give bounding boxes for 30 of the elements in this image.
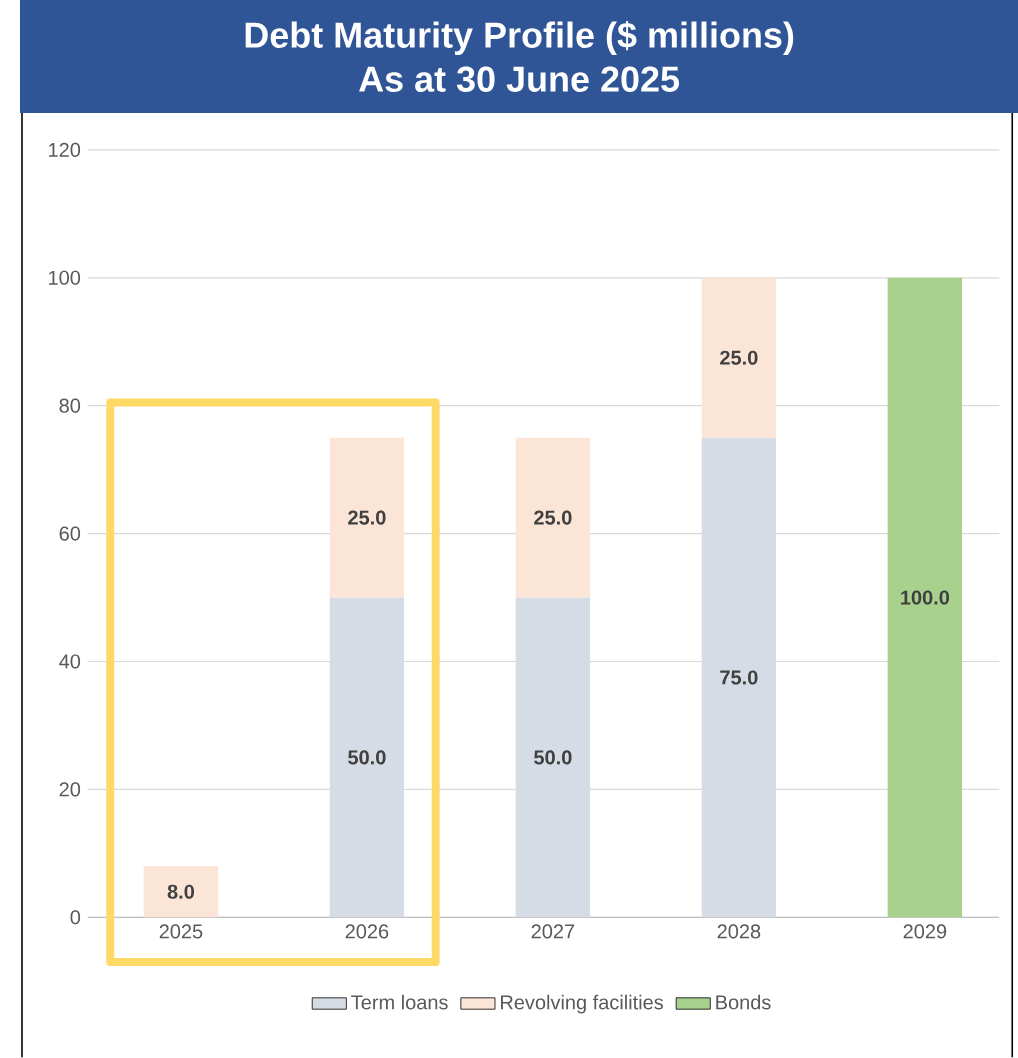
x-tick-label: 2025: [159, 924, 203, 939]
data-label: 8.0: [167, 884, 194, 899]
y-tick-label: 100: [48, 270, 80, 285]
y-tick-label: 0: [70, 910, 80, 925]
bar: [515, 437, 590, 598]
x-tick-label: 2026: [345, 924, 389, 939]
bar: [701, 277, 776, 438]
legend-label: Bonds: [716, 994, 771, 1010]
legend-label: Revolving facilities: [500, 994, 663, 1014]
chart-subtitle: As at 30 June 2025: [358, 66, 679, 92]
data-label: 50.0: [347, 750, 386, 765]
data-label: 25.0: [348, 510, 386, 525]
data-label: 75.0: [720, 670, 758, 685]
data-label: 25.0: [534, 510, 572, 525]
y-tick-label: 20: [59, 782, 80, 797]
data-label: 100.0: [900, 590, 949, 605]
bar: [887, 277, 962, 918]
data-label: 25.0: [720, 350, 758, 365]
data-label: 50.0: [533, 750, 572, 765]
y-tick-label: 40: [59, 654, 80, 669]
x-tick-label: 2027: [531, 924, 575, 939]
chart-title: Debt Maturity Profile ($ millions): [245, 20, 794, 56]
x-tick-label: 2028: [717, 924, 761, 939]
bar: [143, 866, 219, 918]
y-tick-label: 80: [59, 398, 80, 413]
x-tick-label: 2029: [903, 924, 947, 939]
y-tick-label: 120: [48, 142, 80, 157]
y-tick-label: 60: [59, 526, 80, 541]
legend-label: Term loans: [351, 994, 448, 1010]
bar: [329, 437, 404, 598]
